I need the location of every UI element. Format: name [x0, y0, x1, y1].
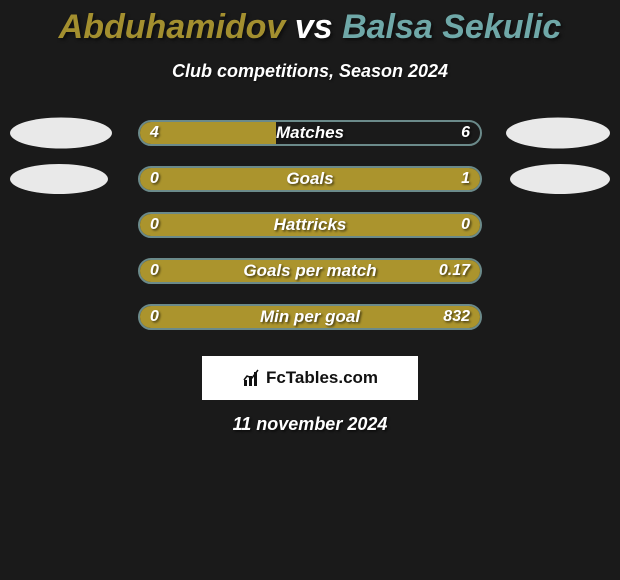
stat-value-right: 6 — [461, 124, 470, 142]
stat-bar: 0 Min per goal 832 — [138, 304, 482, 330]
stat-bar: 0 Goals per match 0.17 — [138, 258, 482, 284]
title-player1: Abduhamidov — [59, 8, 286, 46]
stat-value-right: 0 — [461, 216, 470, 234]
stat-row: 0 Hattricks 0 — [0, 212, 620, 238]
stat-label: Goals — [286, 169, 333, 189]
stat-label: Goals per match — [243, 261, 376, 281]
team-badge-right — [510, 164, 610, 194]
team-badge-left — [10, 118, 112, 149]
stat-value-left: 0 — [150, 216, 159, 234]
title-player2: Balsa Sekulic — [342, 8, 561, 46]
stat-rows: 4 Matches 6 0 Goals 1 0 Hattricks 0 0 Goals per ma… — [0, 120, 620, 330]
stat-bar: 4 Matches 6 — [138, 120, 482, 146]
stat-label: Matches — [276, 123, 344, 143]
stat-bar-fill — [140, 122, 276, 144]
stat-row: 0 Goals 1 — [0, 166, 620, 192]
stat-value-right: 0.17 — [439, 262, 470, 280]
team-badge-left — [10, 164, 108, 194]
stat-row: 0 Min per goal 832 — [0, 304, 620, 330]
title-vs: vs — [295, 8, 333, 46]
stat-value-right: 832 — [443, 308, 470, 326]
date: 11 november 2024 — [0, 414, 620, 435]
team-badge-right — [506, 118, 610, 149]
stat-label: Hattricks — [274, 215, 347, 235]
stat-bar: 0 Hattricks 0 — [138, 212, 482, 238]
stat-value-left: 0 — [150, 170, 159, 188]
stat-row: 0 Goals per match 0.17 — [0, 258, 620, 284]
page-title: Abduhamidov vs Balsa Sekulic — [0, 0, 620, 47]
stat-value-left: 4 — [150, 124, 159, 142]
stat-value-left: 0 — [150, 308, 159, 326]
chart-icon — [242, 368, 262, 388]
subtitle: Club competitions, Season 2024 — [0, 61, 620, 82]
stat-row: 4 Matches 6 — [0, 120, 620, 146]
stat-value-left: 0 — [150, 262, 159, 280]
logo-box: FcTables.com — [202, 356, 418, 400]
stat-label: Min per goal — [260, 307, 360, 327]
stat-value-right: 1 — [461, 170, 470, 188]
logo-text: FcTables.com — [266, 368, 378, 388]
stat-bar: 0 Goals 1 — [138, 166, 482, 192]
